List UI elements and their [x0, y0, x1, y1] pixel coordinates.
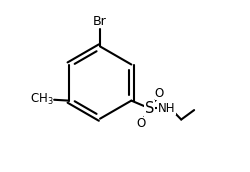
Text: CH$_3$: CH$_3$ — [30, 92, 53, 107]
Text: O: O — [155, 87, 164, 100]
Text: S: S — [145, 101, 154, 116]
Text: Br: Br — [93, 15, 107, 28]
Text: O: O — [136, 117, 146, 130]
Text: NH: NH — [158, 102, 175, 115]
